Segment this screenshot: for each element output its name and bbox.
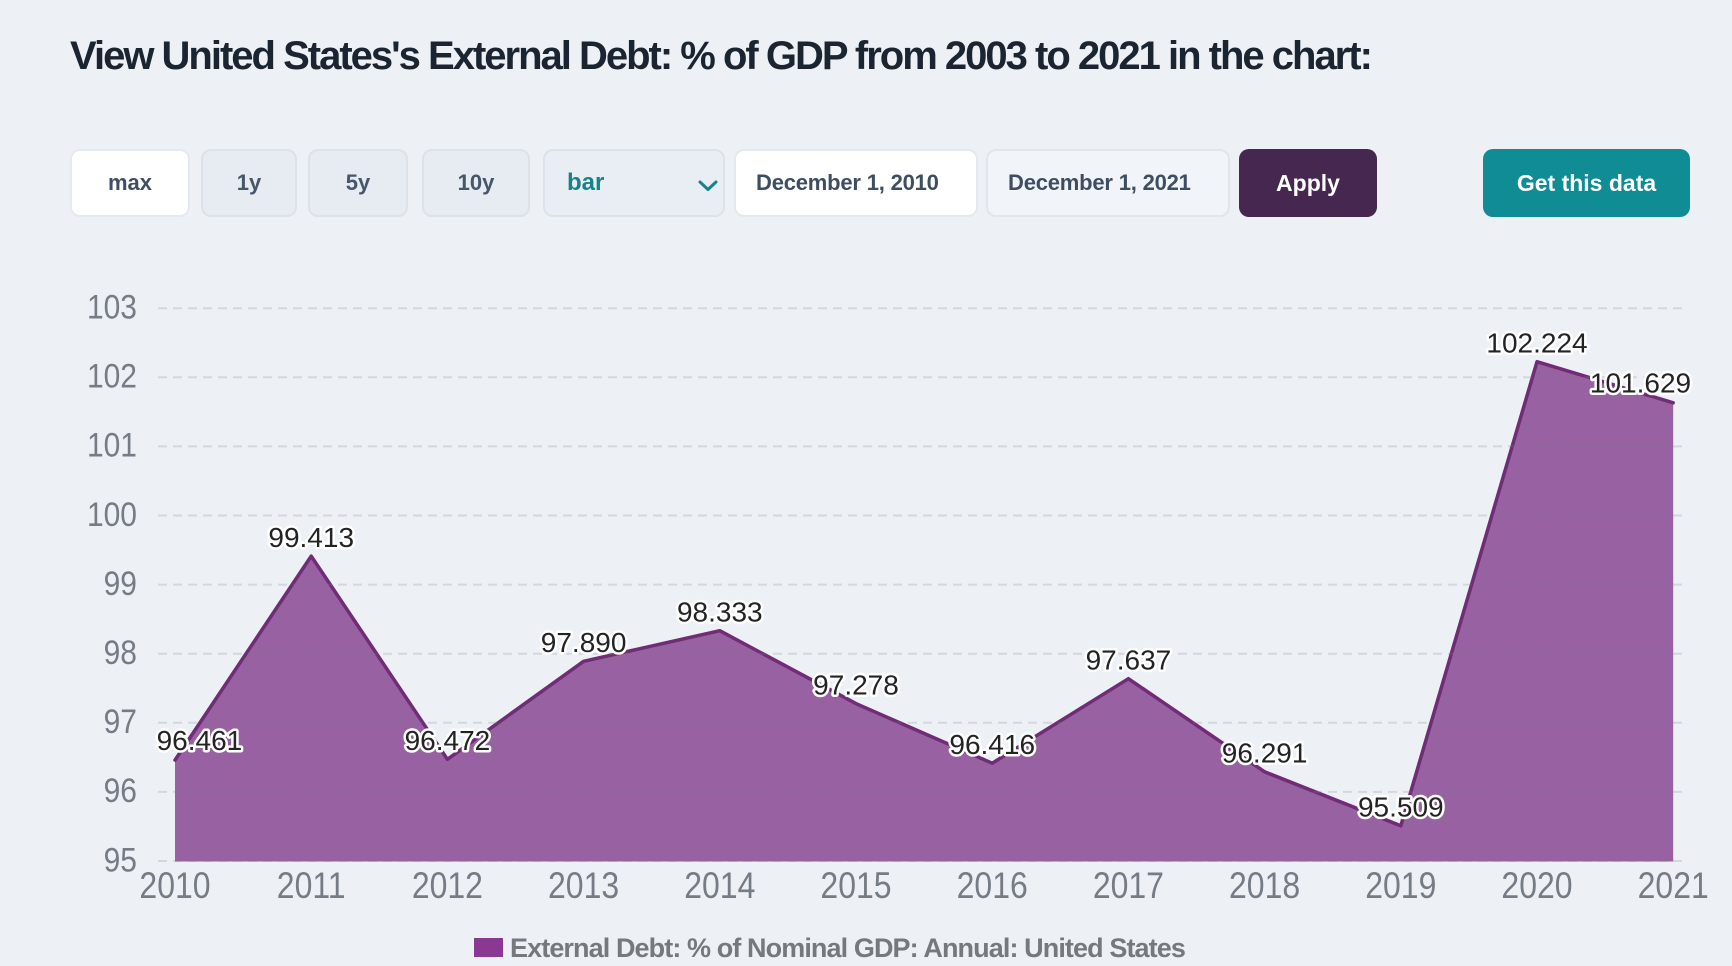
svg-text:2013: 2013 [548,866,619,907]
svg-text:97.890: 97.890 [541,627,627,658]
svg-text:2020: 2020 [1501,866,1572,907]
svg-text:2014: 2014 [684,866,755,907]
svg-text:2018: 2018 [1229,866,1300,907]
svg-text:External Debt: % of Nominal GD: External Debt: % of Nominal GDP: Annual:… [510,933,1185,963]
svg-text:98.333: 98.333 [677,597,763,628]
svg-text:95.509: 95.509 [1358,792,1444,823]
svg-text:102.224: 102.224 [1486,328,1587,359]
svg-text:97.637: 97.637 [1086,645,1172,676]
svg-text:2019: 2019 [1365,866,1436,907]
svg-text:2021: 2021 [1638,866,1709,907]
svg-text:2010: 2010 [139,866,210,907]
svg-text:99: 99 [104,564,137,602]
svg-text:101.629: 101.629 [1590,368,1691,399]
svg-text:2016: 2016 [957,866,1028,907]
svg-text:96.291: 96.291 [1222,738,1308,769]
svg-text:2012: 2012 [412,866,483,907]
svg-text:97: 97 [104,702,137,740]
svg-text:96.416: 96.416 [949,729,1035,760]
svg-text:100: 100 [87,495,137,533]
svg-text:96.472: 96.472 [405,725,491,756]
svg-text:102: 102 [87,357,137,395]
svg-text:97.278: 97.278 [813,670,899,701]
svg-text:2015: 2015 [820,866,891,907]
svg-text:103: 103 [87,288,137,326]
svg-text:2011: 2011 [277,866,346,907]
svg-text:96: 96 [104,771,137,809]
svg-text:96.461: 96.461 [157,725,243,756]
svg-text:98: 98 [104,633,137,671]
svg-text:99.413: 99.413 [268,522,354,553]
svg-text:101: 101 [87,426,137,464]
svg-text:2017: 2017 [1093,866,1164,907]
svg-text:95: 95 [104,840,137,878]
